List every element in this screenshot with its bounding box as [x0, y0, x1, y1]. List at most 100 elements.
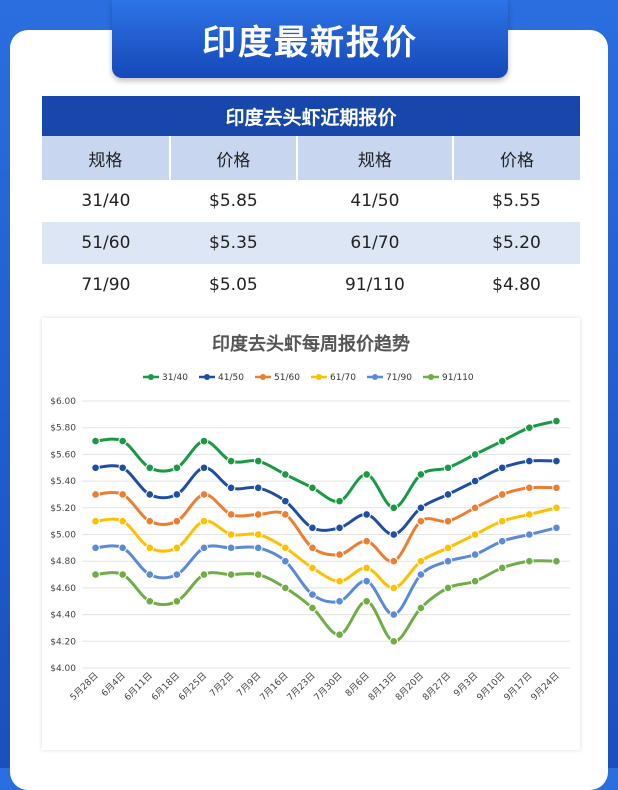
table-row: 71/90 $5.05 91/110 $4.80 — [42, 264, 580, 306]
point — [443, 490, 453, 499]
point — [335, 550, 344, 559]
table-cell: $4.80 — [492, 275, 541, 295]
legend-marker — [316, 374, 322, 380]
header-title: 印度最新报价 — [112, 0, 508, 78]
y-tick-label: $4.20 — [50, 637, 76, 647]
table-row: 51/60 $5.35 61/70 $5.20 — [42, 222, 580, 264]
point — [525, 510, 534, 519]
point — [308, 603, 317, 613]
x-tick-label: 9月10日 — [475, 670, 508, 703]
legend-marker — [260, 374, 266, 380]
point — [416, 503, 426, 513]
y-tick-label: $5.80 — [50, 424, 76, 434]
table-cell: $5.35 — [169, 222, 297, 264]
legend-label: 51/60 — [274, 373, 300, 383]
point — [552, 483, 561, 493]
page: {"header":{"title":"印度最新报价"}, "table":{"… — [0, 0, 618, 768]
point — [525, 556, 534, 566]
point — [281, 556, 290, 566]
point — [470, 503, 480, 513]
point — [199, 570, 209, 579]
point — [253, 483, 263, 493]
point — [552, 416, 561, 426]
point — [497, 436, 507, 446]
point — [525, 423, 534, 432]
header-cell: 规格 — [296, 136, 454, 180]
point — [281, 510, 290, 519]
y-tick-label: $4.40 — [50, 611, 76, 621]
table-title: 印度去头虾近期报价 — [42, 96, 580, 136]
point — [470, 476, 480, 486]
point — [416, 603, 426, 613]
point — [389, 530, 399, 539]
y-tick-label: $5.00 — [50, 531, 76, 541]
point — [525, 456, 534, 466]
point — [497, 490, 507, 499]
point — [281, 583, 290, 593]
point — [308, 590, 317, 599]
point — [118, 463, 127, 473]
point — [308, 563, 317, 573]
y-tick-label: $5.20 — [50, 504, 76, 514]
point — [389, 503, 399, 513]
legend-label: 61/70 — [330, 373, 356, 383]
point — [145, 596, 155, 606]
x-tick-label: 6月25日 — [176, 670, 209, 703]
point — [91, 516, 100, 526]
point — [362, 536, 371, 546]
point — [335, 576, 344, 586]
x-tick-label: 7月16日 — [258, 670, 291, 703]
point — [91, 543, 100, 553]
legend-marker — [204, 374, 210, 380]
point — [335, 523, 344, 533]
point — [172, 490, 182, 499]
point — [362, 576, 371, 586]
point — [145, 463, 155, 473]
point — [199, 490, 209, 499]
point — [226, 543, 236, 553]
point — [443, 516, 453, 526]
point — [525, 483, 534, 493]
point — [145, 570, 155, 579]
header-cell: 价格 — [452, 136, 580, 180]
table-cell: 71/90 — [81, 275, 131, 295]
point — [281, 543, 290, 553]
point — [253, 530, 263, 539]
point — [443, 463, 453, 473]
series-line — [95, 526, 557, 617]
point — [389, 637, 399, 646]
point — [199, 463, 209, 473]
point — [335, 496, 344, 506]
point — [253, 456, 263, 466]
point — [145, 516, 155, 526]
point — [497, 463, 507, 473]
y-tick-label: $5.40 — [50, 477, 76, 487]
point — [497, 516, 507, 526]
chart-title: 印度去头虾每周报价趋势 — [212, 333, 410, 355]
x-tick-label: 6月18日 — [149, 670, 182, 703]
point — [389, 583, 399, 593]
point — [172, 463, 182, 473]
point — [91, 490, 100, 499]
y-tick-label: $5.60 — [50, 450, 76, 460]
x-tick-label: 8月13日 — [366, 670, 399, 703]
point — [362, 563, 371, 573]
point — [118, 490, 127, 499]
table-cell: $5.20 — [452, 222, 580, 264]
point — [308, 523, 317, 533]
point — [118, 543, 127, 553]
point — [91, 463, 100, 473]
table-title-row: 印度去头虾近期报价 — [42, 96, 580, 136]
x-tick-label: 6月11日 — [122, 670, 155, 703]
point — [226, 456, 236, 466]
point — [226, 483, 236, 493]
point — [145, 490, 155, 499]
x-tick-label: 7月23日 — [285, 670, 318, 703]
table-cell: $5.85 — [209, 191, 258, 211]
point — [199, 543, 209, 553]
x-tick-label: 7月2日 — [208, 670, 237, 699]
header-cell: 规格 — [42, 136, 171, 180]
point — [118, 570, 127, 579]
table-cell: 41/50 — [350, 191, 400, 211]
legend-label: 71/90 — [386, 373, 412, 383]
